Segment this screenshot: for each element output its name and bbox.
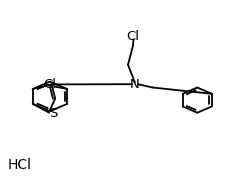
Text: Cl: Cl bbox=[43, 78, 56, 91]
Text: S: S bbox=[49, 107, 57, 120]
Text: HCl: HCl bbox=[8, 158, 32, 172]
Text: N: N bbox=[130, 78, 140, 91]
Text: Cl: Cl bbox=[127, 30, 139, 43]
